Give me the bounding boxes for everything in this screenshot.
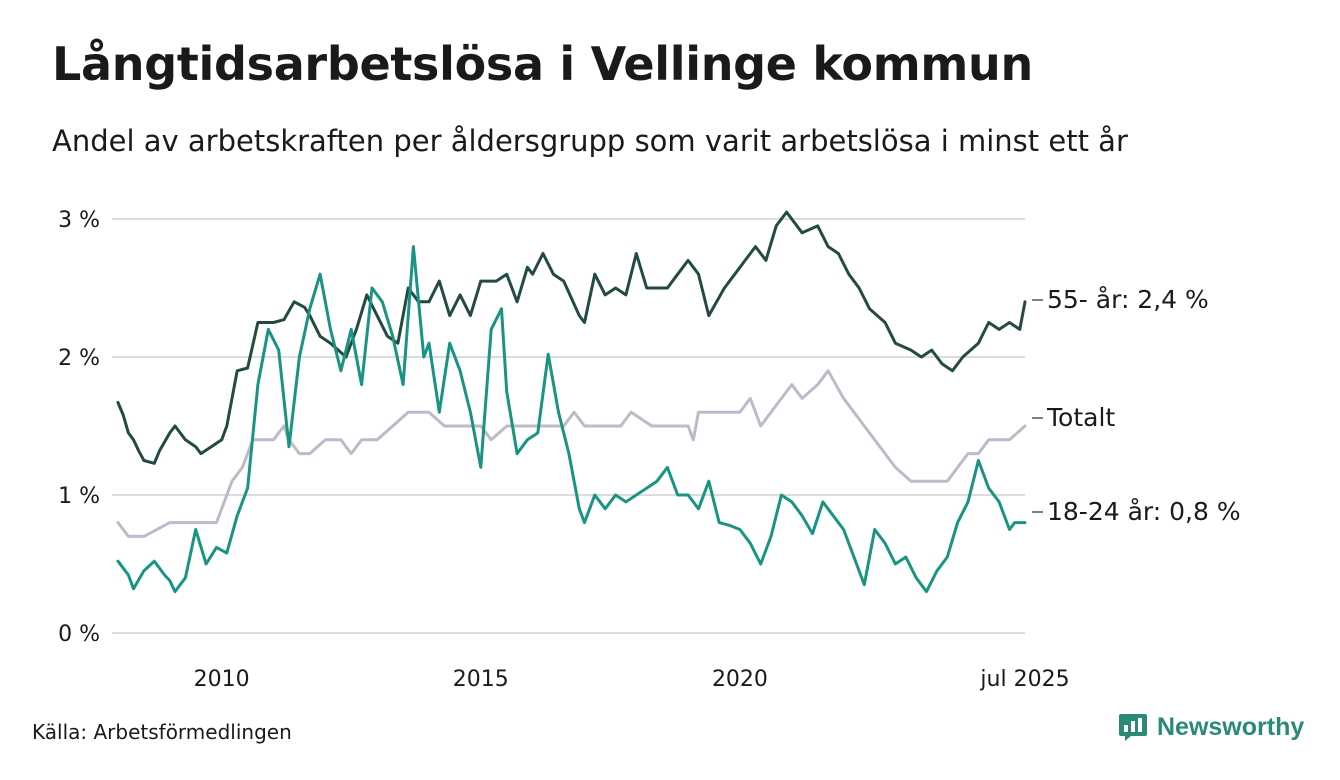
series-line-total [116,369,1027,538]
chart-title: Långtidsarbetslösa i Vellinge kommun [52,37,1033,91]
y-tick-label: 1 % [58,484,100,509]
x-tick-label: jul 2025 [979,667,1069,692]
x-tick-label: 2015 [453,667,509,692]
y-tick-label: 0 % [58,622,100,647]
end-label-total: Totalt [1046,403,1115,432]
y-axis-ticks: 0 % 1 % 2 % 3 % [58,208,100,647]
series-lines [116,210,1027,594]
series-line-age-55 [116,210,1027,465]
end-label-age-18-24: 18-24 år: 0,8 % [1047,497,1241,526]
chart-subtitle: Andel av arbetskraften per åldersgrupp s… [52,124,1128,158]
source-note: Källa: Arbetsförmedlingen [32,720,292,744]
bar-chart-speech-bubble-icon [1119,714,1147,741]
x-tick-label: 2020 [712,667,768,692]
series-line-age-18-24 [116,245,1027,594]
x-tick-label: 2010 [194,667,250,692]
brand-logo[interactable]: Newsworthy [1118,712,1304,742]
y-tick-label: 3 % [58,208,100,233]
end-label-age-55: 55- år: 2,4 % [1047,285,1209,314]
y-tick-label: 2 % [58,346,100,371]
end-labels: Totalt 55- år: 2,4 % 18-24 år: 0,8 % [1032,285,1241,526]
brand-name: Newsworthy [1157,712,1305,741]
gridlines [112,218,1025,634]
x-axis-ticks: 2010 2015 2020 jul 2025 [194,667,1070,692]
